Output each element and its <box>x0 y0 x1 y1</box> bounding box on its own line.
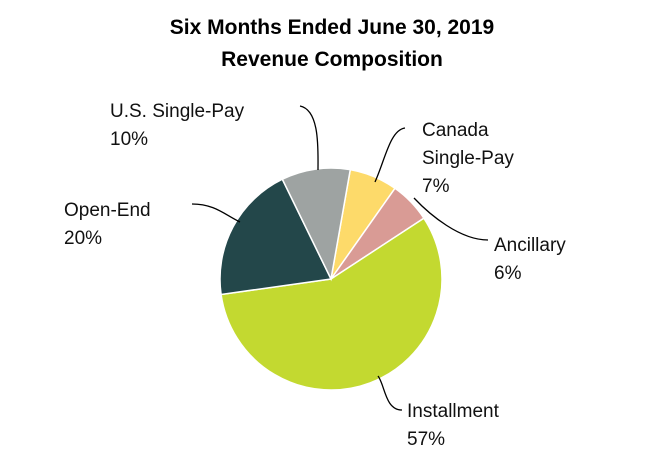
pie-slice <box>219 178 333 296</box>
chart-subtitle: Revenue Composition <box>221 48 443 71</box>
leader-line <box>191 203 241 223</box>
leader-line <box>377 375 403 411</box>
slice-value-label: 10% <box>110 129 149 150</box>
pie-slice <box>281 167 352 282</box>
leader-line <box>299 105 319 171</box>
leader-line <box>413 197 489 241</box>
slice-label: Canada Single-Pay <box>422 120 514 169</box>
slice-label: U.S. Single-Pay <box>110 101 245 122</box>
slice-label: Installment <box>407 401 499 422</box>
slice-label: Ancillary <box>494 235 566 256</box>
slice-value-label: 57% <box>407 429 446 450</box>
chart-title: Six Months Ended June 30, 2019 <box>169 16 495 39</box>
slice-value-label: 6% <box>494 263 522 284</box>
slice-value-label: 20% <box>64 228 103 249</box>
pie-slice <box>220 217 443 391</box>
slice-value-label: 7% <box>422 176 450 197</box>
leader-line <box>374 127 406 183</box>
slice-label: Open-End <box>64 200 151 221</box>
